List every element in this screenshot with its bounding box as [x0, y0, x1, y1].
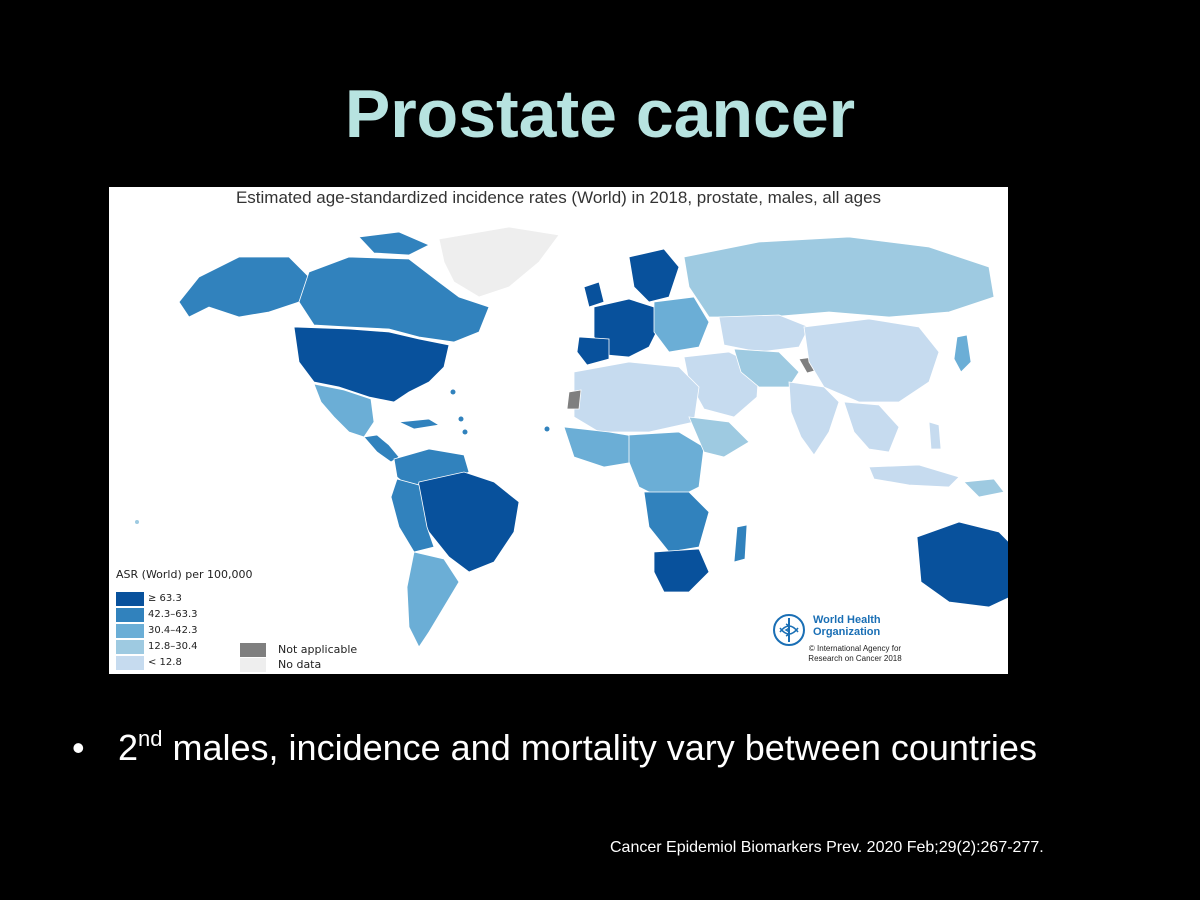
region-indonesia: [868, 464, 960, 488]
iarc-copyright: © International Agency for Research on C…: [785, 644, 925, 664]
legend-label: 12.8–30.4: [148, 641, 198, 652]
region-greenland: [438, 226, 560, 298]
legend-label: ≥ 63.3: [148, 593, 182, 604]
region-island-dot: [450, 389, 456, 395]
legend-swatch: [240, 658, 266, 672]
region-southeast-asia: [843, 401, 900, 453]
legend-swatch: [116, 592, 144, 606]
region-central-africa: [628, 431, 705, 503]
region-island-dot: [458, 416, 464, 422]
region-canada: [298, 256, 490, 343]
citation: Cancer Epidemiol Biomarkers Prev. 2020 F…: [610, 839, 1044, 856]
region-caribbean: [397, 418, 441, 430]
bullet-rank: 2: [118, 727, 139, 768]
region-alaska: [178, 256, 310, 318]
region-southern-central-africa: [643, 491, 710, 553]
legend-label: < 12.8: [148, 657, 182, 668]
legend-label: 30.4–42.3: [148, 625, 198, 636]
bullet-body: males, incidence and mortality vary betw…: [162, 727, 1037, 768]
legend-swatch: [116, 608, 144, 622]
region-central-asia: [718, 314, 810, 353]
legend-item-no-data: No data: [240, 658, 390, 672]
region-russia: [683, 236, 995, 318]
who-emblem-icon: [773, 614, 805, 646]
region-japan: [953, 334, 972, 373]
legend-label: No data: [278, 658, 322, 671]
bullet-icon: •: [72, 727, 85, 768]
legend-item: 42.3–63.3: [116, 608, 256, 622]
region-australia: [916, 521, 1008, 608]
legend-item: ≥ 63.3: [116, 592, 256, 606]
slide-title: Prostate cancer: [344, 76, 856, 152]
region-central-america: [363, 434, 400, 463]
region-island-dot: [462, 429, 468, 435]
map-legend: ASR (World) per 100,000 ≥ 63.3 42.3–63.3…: [116, 568, 416, 672]
map-heading: Estimated age-standardized incidence rat…: [235, 188, 882, 207]
who-org-name: World Health Organization: [813, 614, 933, 638]
region-island-dot: [135, 520, 139, 524]
legend-item: < 12.8: [116, 656, 256, 670]
region-eastern-europe: [653, 296, 710, 353]
region-southern-cone: [406, 551, 460, 648]
region-west-africa: [563, 426, 640, 468]
legend-swatch: [116, 640, 144, 654]
legend-item: 12.8–30.4: [116, 640, 256, 654]
legend-item: 30.4–42.3: [116, 624, 256, 638]
iarc-copyright-line1: © International Agency for: [808, 644, 902, 653]
region-north-africa: [573, 361, 700, 433]
who-org-line1: World Health: [813, 614, 881, 626]
legend-item-not-applicable: Not applicable: [240, 643, 390, 657]
region-iberia: [576, 336, 610, 366]
legend-swatch: [116, 656, 144, 670]
region-philippines: [928, 421, 942, 450]
region-madagascar: [733, 524, 748, 563]
region-british-isles: [583, 281, 605, 308]
region-peru-bolivia: [390, 478, 435, 553]
region-india: [788, 381, 840, 456]
who-credit: World Health Organization © Internationa…: [771, 612, 951, 674]
legend-title: ASR (World) per 100,000: [116, 568, 253, 581]
region-not-applicable-western-sahara: [566, 389, 582, 410]
region-scandinavia: [628, 248, 680, 303]
region-east-africa: [688, 416, 750, 458]
incidence-map-figure: Estimated age-standardized incidence rat…: [109, 187, 1008, 674]
legend-swatch: [240, 643, 266, 657]
world-choropleth-map: [135, 226, 1008, 648]
region-china: [803, 318, 940, 403]
region-island-dot: [544, 426, 550, 432]
region-usa: [293, 326, 450, 403]
region-papua: [963, 478, 1005, 498]
region-arctic-islands: [358, 231, 430, 256]
bullet-rank-suffix: nd: [138, 726, 163, 751]
who-org-line2: Organization: [813, 626, 881, 638]
legend-swatch: [116, 624, 144, 638]
legend-label: Not applicable: [278, 643, 358, 656]
iarc-copyright-line2: Research on Cancer 2018: [808, 654, 902, 663]
bullet-text: 2nd males, incidence and mortality vary …: [118, 726, 1038, 770]
legend-label: 42.3–63.3: [148, 609, 198, 620]
region-south-africa: [653, 548, 710, 593]
